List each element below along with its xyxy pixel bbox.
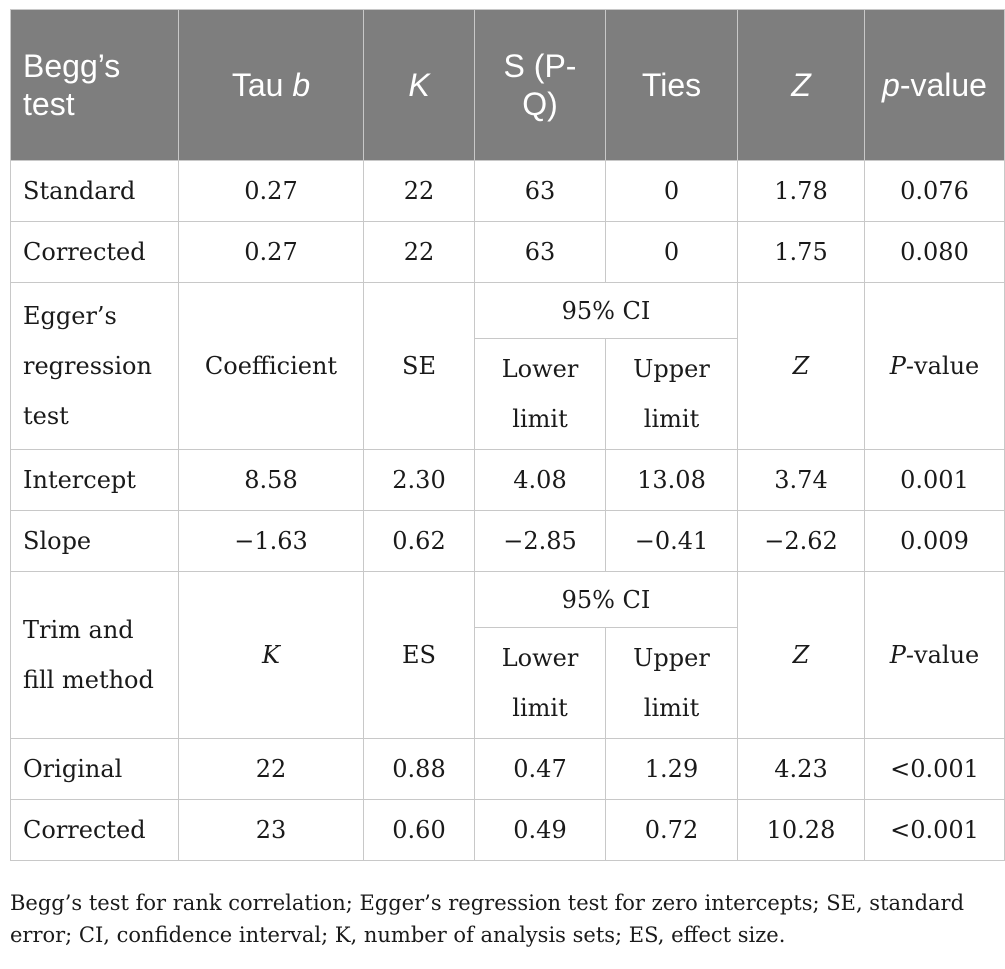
table-footnote: Begg’s test for rank correlation; Egger’…: [10, 891, 965, 947]
trim-header-row: Trim and fill method K ES 95% CI Z P-val…: [10, 571, 1005, 739]
cell-k: 22: [363, 160, 475, 222]
trim-p-header: P-value: [864, 571, 1005, 739]
cell-coef: −1.63: [178, 510, 364, 572]
header-beggs-test: Begg’s test: [10, 9, 179, 161]
cell-p: <0.001: [864, 738, 1005, 800]
cell-z: 1.75: [737, 221, 865, 283]
table-row: Corrected 23 0.60 0.49 0.72 10.28 <0.001: [10, 799, 1005, 861]
header-s-pq: S (P-Q): [474, 9, 606, 161]
cell-upper: 1.29: [605, 738, 738, 800]
header-k: K: [363, 9, 475, 161]
cell-se: 2.30: [363, 449, 475, 511]
cell-z: 3.74: [737, 449, 865, 511]
egger-p-header: P-value: [864, 282, 1005, 450]
trim-es-header: ES: [363, 571, 475, 739]
cell-es: 0.88: [363, 738, 475, 800]
cell-z: 10.28: [737, 799, 865, 861]
egger-upper-header: Upper limit: [605, 338, 738, 450]
row-label: Slope: [10, 510, 179, 572]
cell-z: 4.23: [737, 738, 865, 800]
cell-s: 63: [474, 221, 606, 283]
cell-lower: 0.49: [474, 799, 606, 861]
egger-label: Egger’s regression test: [10, 282, 179, 450]
cell-se: 0.62: [363, 510, 475, 572]
egger-se-header: SE: [363, 282, 475, 450]
header-tau-b: Tau b: [178, 9, 364, 161]
egger-lower-header: Lower limit: [474, 338, 606, 450]
header-p-value: p-value: [864, 9, 1005, 161]
table-row: Original 22 0.88 0.47 1.29 4.23 <0.001: [10, 738, 1005, 800]
cell-s: 63: [474, 160, 606, 222]
header-z: Z: [737, 9, 865, 161]
cell-p: 0.076: [864, 160, 1005, 222]
cell-coef: 8.58: [178, 449, 364, 511]
cell-tau: 0.27: [178, 160, 364, 222]
table-row: Corrected 0.27 22 63 0 1.75 0.080: [10, 221, 1005, 283]
row-label: Standard: [10, 160, 179, 222]
cell-lower: 4.08: [474, 449, 606, 511]
table-row: Intercept 8.58 2.30 4.08 13.08 3.74 0.00…: [10, 449, 1005, 511]
cell-es: 0.60: [363, 799, 475, 861]
egger-z-header: Z: [737, 282, 865, 450]
cell-lower: −2.85: [474, 510, 606, 572]
cell-z: 1.78: [737, 160, 865, 222]
cell-lower: 0.47: [474, 738, 606, 800]
cell-ties: 0: [605, 160, 738, 222]
trim-z-header: Z: [737, 571, 865, 739]
trim-lower-header: Lower limit: [474, 627, 606, 739]
cell-ties: 0: [605, 221, 738, 283]
row-label: Corrected: [10, 221, 179, 283]
header-row: Begg’s test Tau b K S (P-Q) Ties Z p-val…: [10, 9, 1005, 161]
trim-k-header: K: [178, 571, 364, 739]
egger-coefficient-header: Coefficient: [178, 282, 364, 450]
egger-header-row: Egger’s regression test Coefficient SE 9…: [10, 282, 1005, 450]
cell-upper: 0.72: [605, 799, 738, 861]
header-ties: Ties: [605, 9, 738, 161]
egger-ci-header: 95% CI: [474, 282, 738, 339]
cell-k: 22: [363, 221, 475, 283]
cell-p: 0.001: [864, 449, 1005, 511]
table-row: Slope −1.63 0.62 −2.85 −0.41 −2.62 0.009: [10, 510, 1005, 572]
cell-upper: −0.41: [605, 510, 738, 572]
row-label: Original: [10, 738, 179, 800]
row-label: Corrected: [10, 799, 179, 861]
cell-p: <0.001: [864, 799, 1005, 861]
cell-z: −2.62: [737, 510, 865, 572]
row-label: Intercept: [10, 449, 179, 511]
cell-k: 23: [178, 799, 364, 861]
trim-upper-header: Upper limit: [605, 627, 738, 739]
cell-upper: 13.08: [605, 449, 738, 511]
table-row: Standard 0.27 22 63 0 1.78 0.076: [10, 160, 1005, 222]
cell-p: 0.009: [864, 510, 1005, 572]
trim-ci-header: 95% CI: [474, 571, 738, 628]
cell-k: 22: [178, 738, 364, 800]
trim-label: Trim and fill method: [10, 571, 179, 739]
cell-tau: 0.27: [178, 221, 364, 283]
trim-subheader-row: Lower limit Upper limit: [11, 627, 1005, 739]
publication-bias-table: Begg’s test Tau b K S (P-Q) Ties Z p-val…: [10, 9, 1005, 861]
cell-p: 0.080: [864, 221, 1005, 283]
